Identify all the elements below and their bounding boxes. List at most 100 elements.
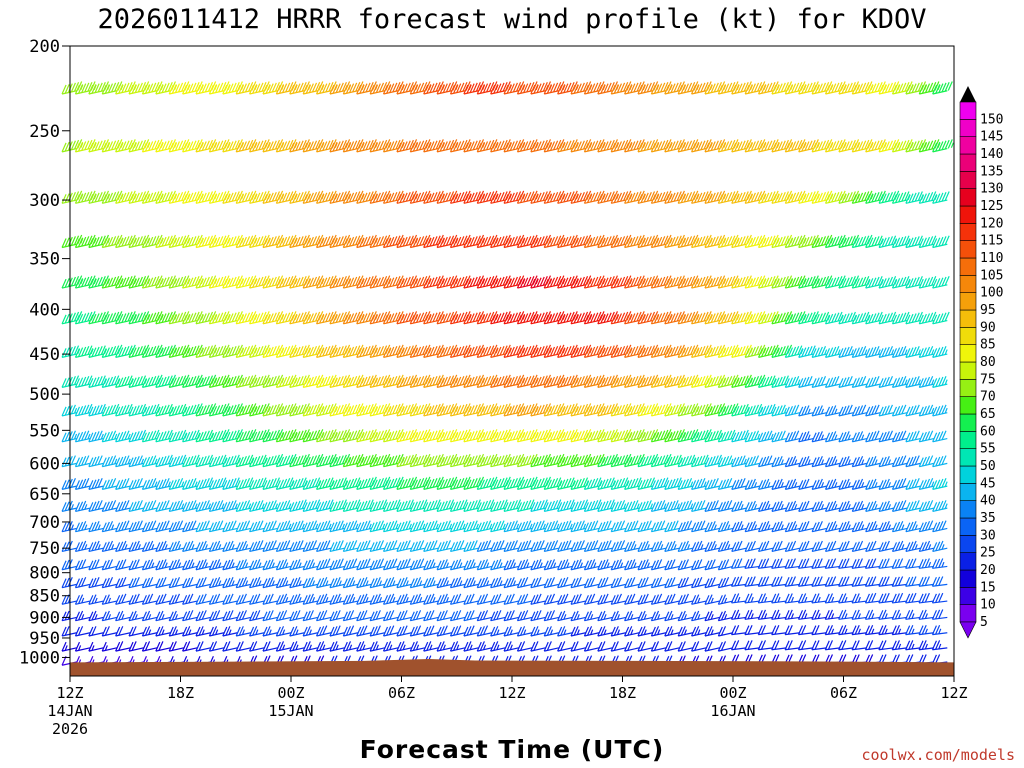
colorbar-label: 60: [980, 424, 996, 439]
wind-barb: [302, 477, 322, 490]
wind-barb: [302, 499, 321, 512]
wind-barb: [329, 499, 347, 512]
colorbar-label: 125: [980, 199, 1003, 214]
wind-barb: [289, 593, 305, 605]
wind-barb: [490, 626, 506, 637]
wind-barb: [865, 376, 881, 388]
wind-barb: [744, 576, 760, 587]
wind-barb: [771, 624, 787, 636]
wind-barb: [610, 593, 626, 605]
wind-barb: [476, 453, 499, 468]
wind-barb: [516, 476, 538, 490]
wind-barb: [289, 540, 305, 553]
wind-barb: [570, 499, 589, 512]
wind-barb: [744, 455, 760, 468]
wind-barb: [891, 346, 908, 358]
wind-barb: [677, 577, 693, 589]
x-tick-label: 18Z: [609, 684, 636, 702]
wind-barb: [664, 81, 687, 95]
wind-barb: [449, 520, 466, 533]
wind-barb: [182, 344, 204, 358]
wind-barb: [811, 640, 827, 651]
colorbar-swatch: [959, 257, 977, 276]
wind-barb: [476, 577, 493, 589]
wind-barb: [838, 234, 860, 249]
wind-barb: [503, 234, 526, 249]
wind-barb: [115, 593, 131, 605]
wind-barb: [275, 453, 297, 468]
wind-barb: [851, 234, 873, 249]
wind-barb: [61, 455, 77, 468]
wind-barb: [811, 346, 828, 358]
wind-barb: [490, 344, 512, 358]
wind-barb: [74, 81, 97, 95]
wind-barb: [637, 641, 653, 652]
wind-barb: [436, 275, 459, 289]
wind-barb: [624, 626, 640, 637]
wind-barb: [74, 311, 96, 325]
wind-barb: [141, 429, 160, 443]
wind-barb: [838, 275, 860, 289]
wind-barb: [423, 499, 441, 512]
wind-barb: [463, 577, 479, 589]
wind-barb: [570, 374, 593, 388]
wind-barb: [757, 576, 774, 587]
wind-barb: [583, 453, 606, 468]
wind-barb: [570, 477, 590, 490]
wind-barb: [838, 431, 854, 443]
wind-barb: [744, 593, 760, 604]
wind-barb: [864, 576, 881, 587]
wind-barb: [396, 610, 412, 622]
wind-barb: [503, 429, 526, 443]
wind-barb: [878, 404, 894, 417]
wind-barb: [356, 577, 372, 589]
wind-barb: [315, 190, 338, 204]
wind-barb: [691, 594, 707, 605]
credit-link[interactable]: coolwx.com/models: [861, 746, 1015, 764]
wind-barbs: [61, 81, 954, 666]
wind-barb: [289, 520, 305, 533]
wind-barb: [691, 344, 713, 358]
wind-barb: [905, 478, 921, 490]
wind-barb: [168, 275, 191, 289]
wind-barb: [101, 478, 118, 490]
wind-barb: [436, 403, 459, 417]
wind-barb: [88, 626, 104, 637]
wind-barb: [811, 521, 827, 533]
wind-barb: [543, 453, 566, 468]
wind-barb: [717, 429, 736, 443]
wind-barb: [315, 641, 332, 652]
wind-barb: [275, 500, 292, 512]
wind-barb: [878, 190, 900, 204]
wind-barb: [637, 559, 653, 571]
wind-barb: [195, 610, 211, 622]
wind-barb: [423, 520, 439, 533]
wind-barb: [530, 476, 552, 490]
wind-barb: [115, 190, 137, 204]
wind-barb: [262, 500, 279, 512]
wind-barb: [610, 275, 633, 289]
colorbar-swatch: [959, 153, 977, 172]
wind-barb: [409, 558, 426, 571]
x-tick-label: 12Z: [940, 684, 967, 702]
wind-barb: [851, 609, 868, 620]
wind-barb: [208, 540, 225, 553]
wind-barb: [516, 641, 533, 652]
wind-barb: [222, 403, 245, 417]
wind-barb: [798, 478, 814, 490]
wind-barb: [744, 344, 767, 358]
wind-barb: [423, 593, 439, 605]
wind-barb: [851, 190, 874, 204]
wind-barb: [382, 476, 404, 490]
wind-barb: [784, 376, 801, 388]
wind-barb: [436, 641, 452, 652]
wind-barb: [356, 540, 372, 553]
wind-barb: [891, 455, 908, 468]
wind-barb: [691, 275, 713, 289]
wind-barb: [583, 540, 600, 553]
wind-barb: [650, 610, 667, 622]
wind-barb: [369, 520, 386, 533]
colorbar-swatch: [959, 413, 977, 432]
wind-barb: [155, 234, 178, 249]
wind-barb: [168, 139, 191, 153]
